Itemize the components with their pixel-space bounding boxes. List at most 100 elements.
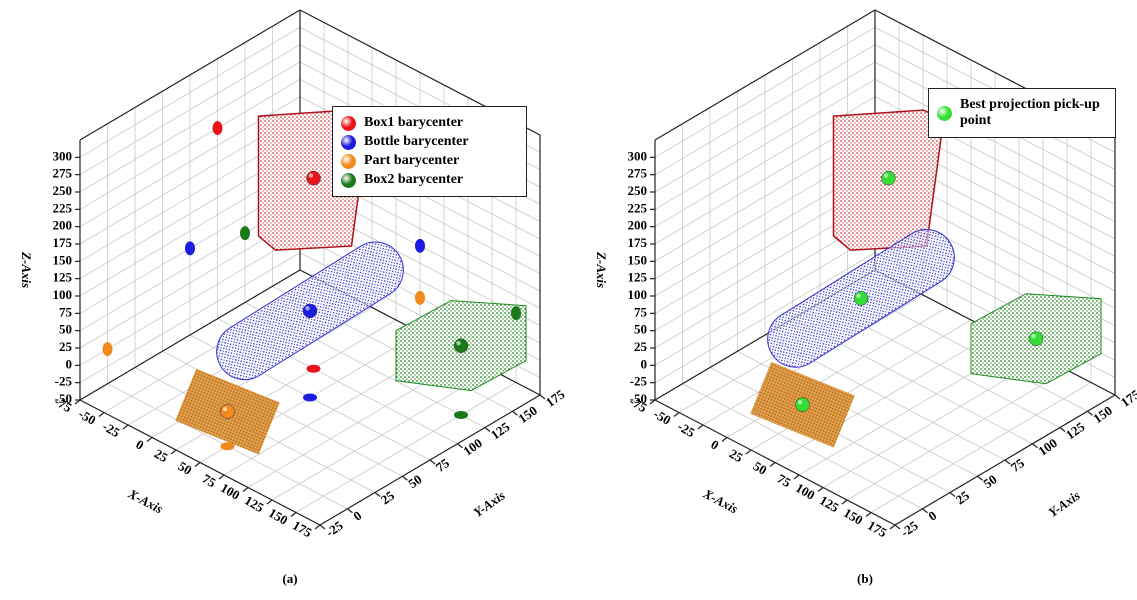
x-tick-label: 50 [751,458,770,477]
x-tick-label: 0 [133,436,146,452]
z-tick-label: 275 [53,166,73,181]
z-tick-label: 100 [53,287,73,302]
y-tick-label: 100 [460,435,485,458]
y-axis-label: Y-Axis [471,488,508,520]
x-tick-label: -50 [651,406,674,428]
floor-projection [221,442,235,450]
barycenter-point [221,405,235,419]
barycenter-point [454,339,468,353]
legend-marker [937,106,952,121]
x-tick-label: 0 [708,436,721,452]
tick-mark [698,425,703,429]
panel: -50-250255075100125150175200225250275300… [19,10,568,586]
highlight [309,173,313,177]
page: -50-250255075100125150175200225250275300… [0,0,1137,600]
highlight [798,400,802,404]
z-tick-label: 175 [628,235,648,250]
highlight [223,407,227,411]
y-tick-label: 50 [405,471,424,491]
tick-mark [291,513,296,517]
y-tick-label: 175 [543,386,568,410]
x-tick-label: 75 [200,471,219,491]
highlight [884,173,888,177]
legend: Box1 barycenter Bottle barycenter Part bar… [332,106,527,197]
legend-entry: Box1 barycenter [341,115,518,131]
barycenter-point [854,291,868,305]
x-tick-label: 50 [176,458,195,477]
floor-projection [303,394,317,402]
legend-label: Bottle barycenter [364,134,469,150]
wall-projection [240,226,250,240]
caption: (b) [857,571,873,586]
tick-mark [219,475,224,479]
x-tick-label: 25 [727,446,746,466]
legend-marker [341,116,356,131]
tick-mark [770,463,775,467]
tick-mark [722,438,727,442]
y-tick-label: 75 [1008,455,1028,475]
floor-projection [454,411,468,419]
tick-mark [674,413,679,417]
z-tick-label: 50 [634,322,647,337]
z-tick-label: 300 [628,148,648,163]
tick-mark [171,450,176,454]
legend-marker [341,135,356,150]
y-tick-label: 175 [1118,386,1137,410]
x-tick-label: -50 [76,406,99,428]
y-tick-label: 125 [1063,419,1088,443]
highlight [456,341,460,345]
floor-projection [307,365,321,373]
x-axis-label: X-Axis [125,485,165,516]
z-tick-label: -25 [55,374,73,389]
highlight [305,306,309,310]
tick-mark [890,525,895,529]
y-tick-label: 100 [1035,435,1060,458]
tick-mark [842,500,847,504]
z-axis-label: Z-Axis [594,251,609,288]
z-tick-label: 0 [641,356,648,371]
tick-mark [818,488,823,492]
wall-projection [103,342,113,356]
y-tick-label: 150 [1090,403,1115,426]
highlight [856,294,860,298]
legend-entry: Part barycenter [341,153,518,169]
tick-mark [195,463,200,467]
caption: (a) [282,571,297,586]
legend-label: Box2 barycenter [364,172,463,188]
z-tick-label: 200 [53,218,73,233]
y-tick-label: 75 [433,455,453,475]
legend-label: Part barycenter [364,153,459,169]
z-tick-label: -25 [630,374,648,389]
x-tick-label: -25 [675,419,698,441]
barycenter-point [1029,332,1043,346]
z-tick-label: 125 [628,270,648,285]
y-tick-label: 25 [953,487,973,507]
z-tick-label: 200 [628,218,648,233]
tick-mark [794,475,799,479]
z-tick-label: 75 [634,304,648,319]
tick-mark [123,425,128,429]
y-tick-label: 0 [350,508,364,524]
legend-entry: Bottle barycenter [341,134,518,150]
legend-label: Box1 barycenter [364,115,463,131]
tick-mark [243,488,248,492]
legend-label: Best projection pick-up point [960,97,1107,129]
z-tick-label: 275 [628,166,648,181]
legend-entry: Best projection pick-up point [937,97,1107,129]
x-tick-label: 25 [152,446,171,466]
barycenter-point [303,304,317,318]
z-tick-label: 150 [53,252,73,267]
y-tick-label: 125 [488,419,513,443]
z-tick-label: 0 [66,356,73,371]
z-tick-label: 300 [53,148,73,163]
barycenter-point [882,171,896,185]
barycenter-point [307,171,321,185]
z-tick-label: 250 [53,183,73,198]
z-axis-label: Z-Axis [19,251,34,288]
z-tick-label: 25 [59,339,73,354]
tick-mark [99,413,104,417]
y-tick-label: 0 [925,508,939,524]
z-tick-label: 175 [53,235,73,250]
x-tick-label: -25 [100,419,123,441]
wall-projection [185,241,195,255]
